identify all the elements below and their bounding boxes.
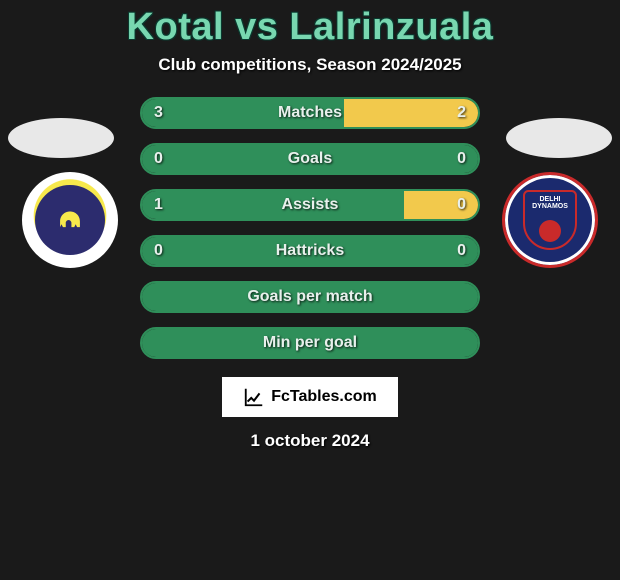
stat-value-right: 0 [457,145,466,173]
bar-segment-left [142,283,478,311]
stat-value-right: 0 [457,237,466,265]
bar-segment-left [142,237,478,265]
bar-segment-right [404,191,478,219]
stat-row: Min per goal [140,327,480,359]
team-badge-right: DELHIDYNAMOS [502,172,598,268]
stat-value-right: 2 [457,99,466,127]
bar-segment-left [142,99,344,127]
stat-value-right: 0 [457,191,466,219]
stat-value-left: 0 [154,237,163,265]
watermark-text: FcTables.com [271,388,377,406]
player-photo-right [506,118,612,158]
watermark: FcTables.com [222,377,398,417]
stat-row: Matches32 [140,97,480,129]
stat-row: Hattricks00 [140,235,480,267]
page-title: Kotal vs Lalrinzuala [0,6,620,49]
team-badge-left [22,172,118,268]
shield-icon: DELHIDYNAMOS [523,190,577,250]
stat-row: Goals00 [140,143,480,175]
subtitle: Club competitions, Season 2024/2025 [0,55,620,75]
bar-segment-left [142,145,478,173]
elephant-icon [35,185,105,255]
bar-segment-left [142,329,478,357]
date-label: 1 october 2024 [0,431,620,451]
stat-row: Assists10 [140,189,480,221]
bar-segment-left [142,191,404,219]
comparison-card: Kotal vs Lalrinzuala Club competitions, … [0,0,620,580]
stat-value-left: 0 [154,145,163,173]
stat-value-left: 3 [154,99,163,127]
stat-value-left: 1 [154,191,163,219]
stat-row: Goals per match [140,281,480,313]
chart-icon [243,386,265,408]
player-photo-left [8,118,114,158]
comparison-bars: Matches32Goals00Assists10Hattricks00Goal… [140,97,480,359]
